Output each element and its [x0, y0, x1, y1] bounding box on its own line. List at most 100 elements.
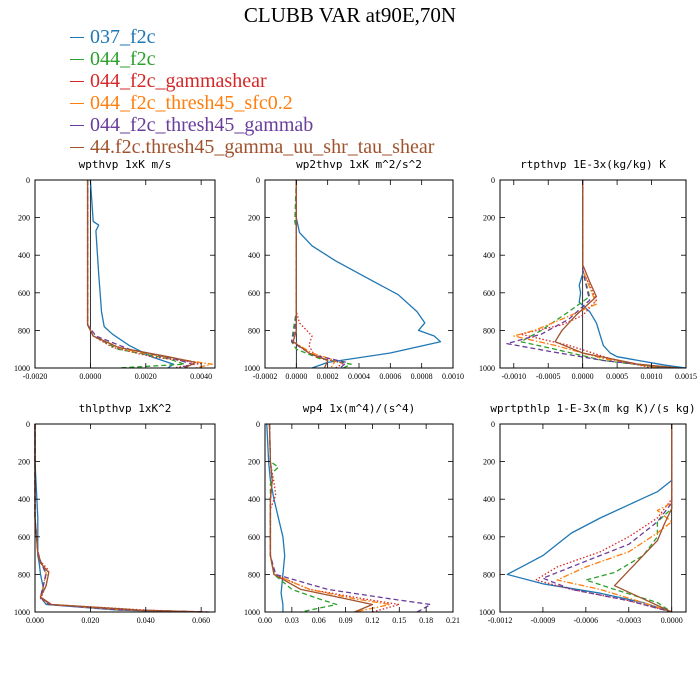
- series-line: [295, 180, 442, 369]
- series-line: [86, 180, 194, 369]
- x-tick-label: 0.18: [419, 616, 433, 625]
- series-line: [506, 424, 673, 613]
- plot-frame: [34, 179, 216, 369]
- x-tick-label: -0.0002: [253, 372, 278, 381]
- legend-label: 44.f2c.thresh45_gamma_uu_shr_tau_shear: [90, 136, 435, 158]
- x-tick-label: -0.0020: [23, 372, 48, 381]
- series-line: [268, 423, 400, 613]
- figure-title: CLUBB VAR at90E,70N: [243, 3, 457, 27]
- legend-label: 044_f2c: [90, 48, 156, 70]
- x-tick-label: 0.00: [258, 616, 272, 625]
- x-tick-label: 0.0002: [317, 372, 339, 381]
- x-tick-label: 0.0040: [190, 372, 212, 381]
- series-line: [86, 180, 186, 369]
- legend-swatch: [70, 59, 84, 60]
- x-tick-label: -0.0003: [616, 616, 641, 625]
- x-tick-label: 0.03: [285, 616, 299, 625]
- legend-swatch: [70, 125, 84, 126]
- legend-swatch: [70, 147, 84, 148]
- series-line: [290, 179, 352, 369]
- x-tick-label: 0.0010: [442, 372, 464, 381]
- series-line: [292, 180, 329, 369]
- y-tick-label: 800: [18, 326, 30, 335]
- legend-label: 037_f2c: [90, 26, 156, 48]
- x-tick-label: 0.21: [446, 616, 460, 625]
- y-tick-label: 200: [18, 458, 30, 467]
- legend-label: 044_f2c_thresh45_sfc0.2: [90, 92, 293, 114]
- panel-title: rtpthvp 1E-3x(kg/kg) K: [520, 158, 666, 171]
- plot-frame: [499, 179, 687, 369]
- y-tick-label: 1000: [14, 608, 30, 617]
- y-tick-label: 1000: [244, 608, 260, 617]
- y-tick-label: 0: [491, 176, 495, 185]
- y-tick-label: 400: [18, 251, 30, 260]
- plot-frame: [34, 423, 216, 613]
- y-tick-label: 0: [26, 420, 30, 429]
- series-line: [585, 424, 673, 613]
- series-line: [266, 423, 286, 612]
- chart-panel: wp2thvp 1xK m^2/s^2 0 200 400 600 800 1000-0.0…: [244, 158, 464, 381]
- x-tick-label: 0.0000: [79, 372, 101, 381]
- series-line: [613, 424, 673, 613]
- y-tick-label: 200: [483, 458, 495, 467]
- legend-label: 044_f2c_thresh45_gammab: [90, 114, 314, 136]
- panel-title: wp4 1x(m^4)/(s^4): [303, 402, 416, 415]
- y-tick-label: 400: [18, 495, 30, 504]
- legend-swatch: [70, 37, 84, 38]
- panel-title: wpthvp 1xK m/s: [79, 158, 172, 171]
- series-line: [292, 180, 337, 369]
- x-tick-label: 0.12: [365, 616, 379, 625]
- series-line: [34, 424, 202, 613]
- x-tick-label: 0.09: [339, 616, 353, 625]
- x-tick-label: 0.0000: [285, 372, 307, 381]
- series-line: [268, 423, 391, 613]
- x-tick-label: -0.0012: [488, 616, 513, 625]
- y-tick-label: 600: [483, 289, 495, 298]
- legend-swatch: [70, 103, 84, 104]
- y-tick-label: 400: [248, 495, 260, 504]
- plot-frame: [264, 423, 454, 613]
- y-tick-label: 800: [248, 326, 260, 335]
- x-tick-label: 0.15: [392, 616, 406, 625]
- y-tick-label: 800: [18, 570, 30, 579]
- series-line: [268, 423, 374, 613]
- x-tick-label: 0.0010: [641, 372, 663, 381]
- series-line: [34, 424, 202, 613]
- y-tick-label: 1000: [244, 364, 260, 373]
- series-line: [34, 424, 202, 613]
- y-tick-label: 600: [248, 533, 260, 542]
- x-tick-label: 0.020: [81, 616, 99, 625]
- plot-frame: [499, 423, 687, 613]
- x-tick-label: 0.000: [26, 616, 44, 625]
- y-tick-label: 1000: [479, 608, 495, 617]
- y-tick-label: 0: [256, 176, 260, 185]
- x-tick-label: -0.0009: [531, 616, 556, 625]
- x-tick-label: 0.0005: [606, 372, 628, 381]
- chart-panel: wprtpthlp 1-E-3x(m kg K)/(s kg) 0 200 400 60…: [479, 402, 696, 625]
- y-tick-label: 600: [483, 533, 495, 542]
- y-tick-label: 200: [248, 214, 260, 223]
- x-tick-label: -0.0005: [536, 372, 561, 381]
- panel-title: wp2thvp 1xK m^2/s^2: [296, 158, 422, 171]
- y-tick-label: 200: [18, 214, 30, 223]
- series-line: [34, 424, 207, 613]
- y-tick-label: 600: [18, 533, 30, 542]
- series-line: [290, 180, 348, 369]
- series-line: [268, 423, 338, 613]
- series-line: [295, 180, 344, 369]
- panel-title: wprtpthlp 1-E-3x(m kg K)/(s kg): [490, 402, 695, 415]
- y-tick-label: 400: [483, 495, 495, 504]
- panel-title: thlpthvp 1xK^2: [79, 402, 172, 415]
- x-tick-label: 0.0000: [572, 372, 594, 381]
- chart-panel: wpthvp 1xK m/s 0 200 400 600 800 1000-0.0020 0.…: [14, 158, 216, 381]
- series-line: [578, 180, 687, 369]
- series-line: [506, 180, 673, 369]
- chart-panel: rtpthvp 1E-3x(kg/kg) K02004006008001000-…: [479, 158, 697, 381]
- y-tick-label: 800: [483, 570, 495, 579]
- y-tick-label: 1000: [14, 364, 30, 373]
- x-tick-label: 0.0020: [135, 372, 157, 381]
- y-tick-label: 800: [483, 326, 495, 335]
